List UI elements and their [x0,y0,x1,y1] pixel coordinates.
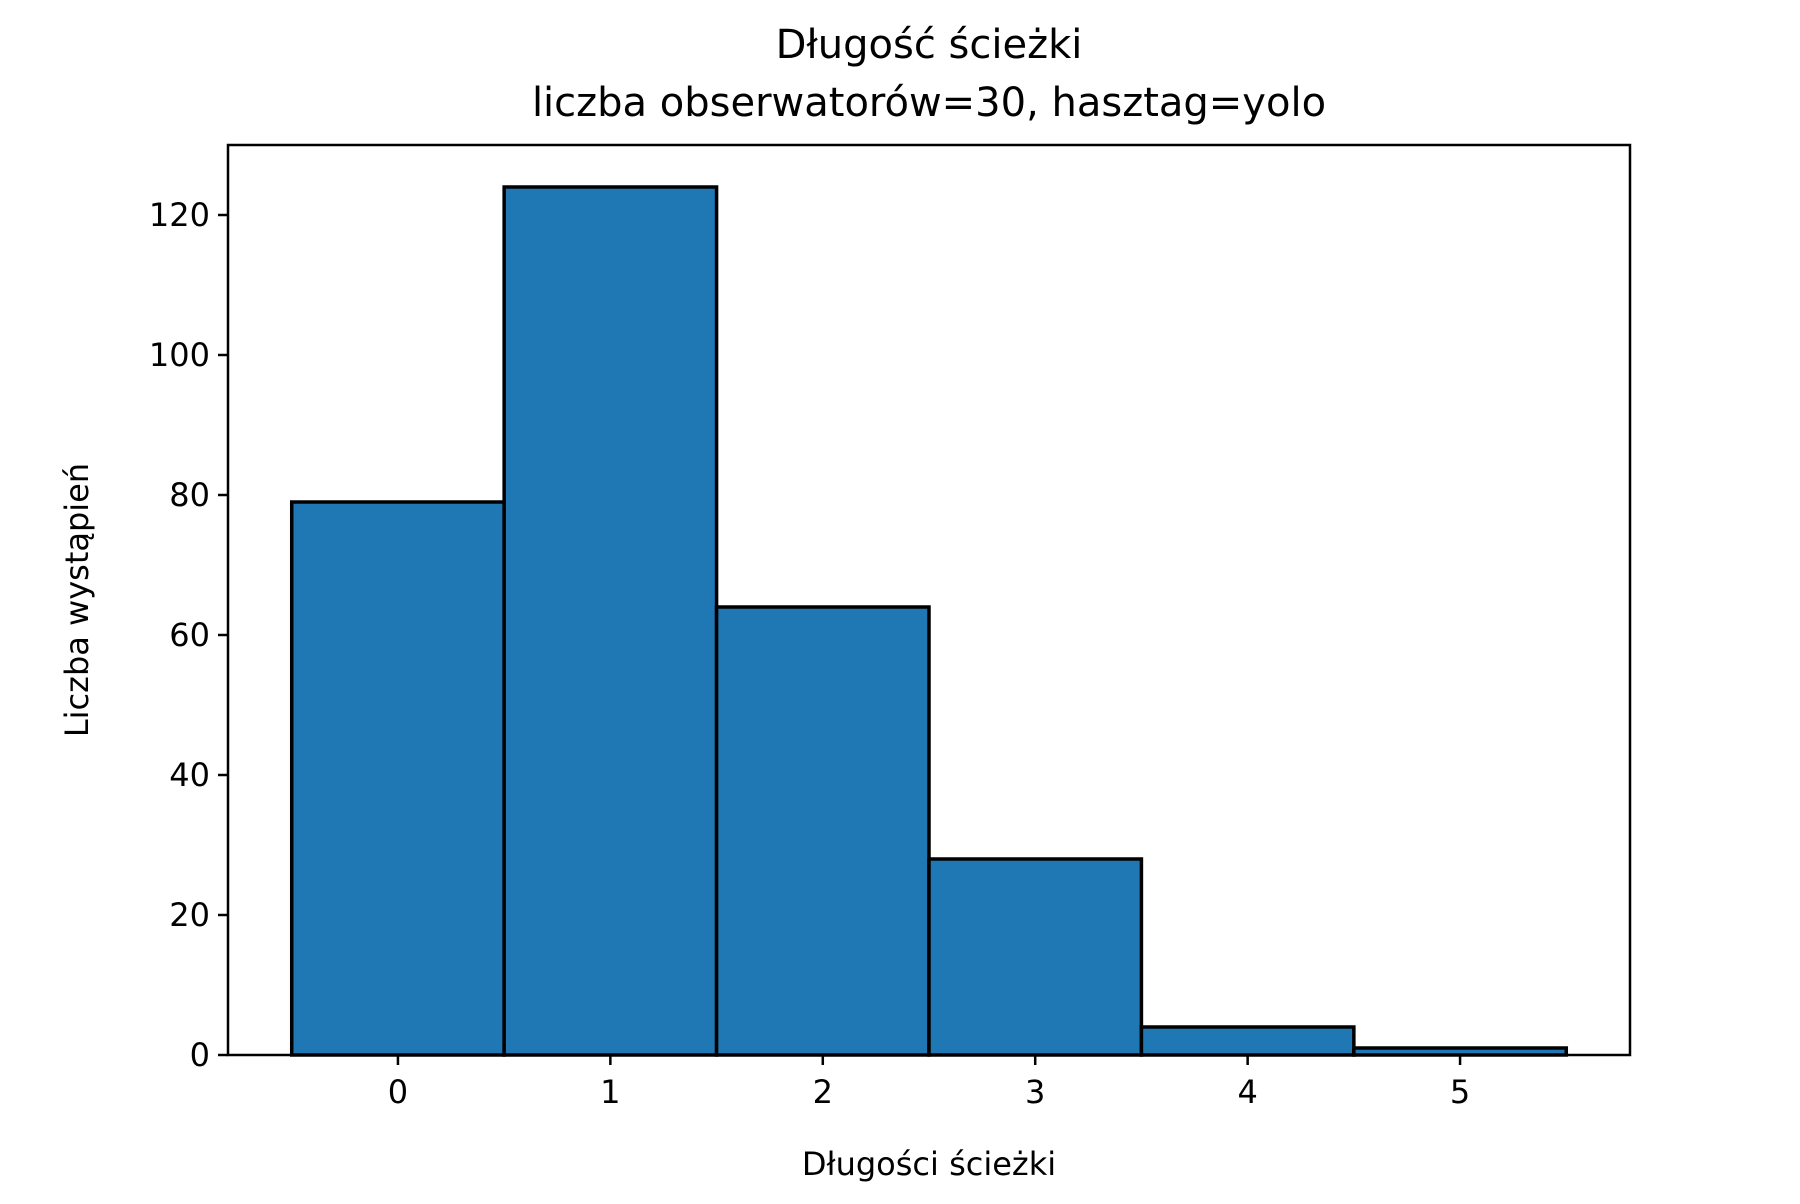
x-tick-label: 3 [1025,1073,1045,1111]
bar-2 [714,605,931,1057]
x-tick-label: 5 [1450,1073,1470,1111]
bar-0 [289,500,506,1057]
y-tick-label: 20 [169,896,210,934]
x-tick-label: 1 [600,1073,620,1111]
y-axis-ticks: 0 20 40 60 80 100 120 [149,196,228,1074]
bar-4 [1139,1025,1356,1057]
y-tick-label: 100 [149,336,210,374]
y-tick-label: 60 [169,616,210,654]
bar-3 [927,857,1144,1057]
x-axis-ticks: 0 1 2 3 4 5 [388,1055,1470,1111]
y-tick-label: 120 [149,196,210,234]
x-tick-label: 2 [813,1073,833,1111]
bar-1 [502,185,719,1057]
y-tick-label: 0 [190,1036,210,1074]
y-tick-label: 40 [169,756,210,794]
y-axis-label: Liczba wystąpień [58,463,96,737]
x-tick-label: 0 [388,1073,408,1111]
x-tick-label: 4 [1237,1073,1257,1111]
chart-subtitle: liczba obserwatorów=30, hasztag=yolo [532,80,1326,126]
y-tick-label: 80 [169,476,210,514]
chart-title: Długość ścieżki [776,22,1083,68]
plot-frame [226,143,1632,1057]
x-axis-label: Długości ścieżki [802,1145,1056,1183]
bars-layer [289,185,1569,1057]
